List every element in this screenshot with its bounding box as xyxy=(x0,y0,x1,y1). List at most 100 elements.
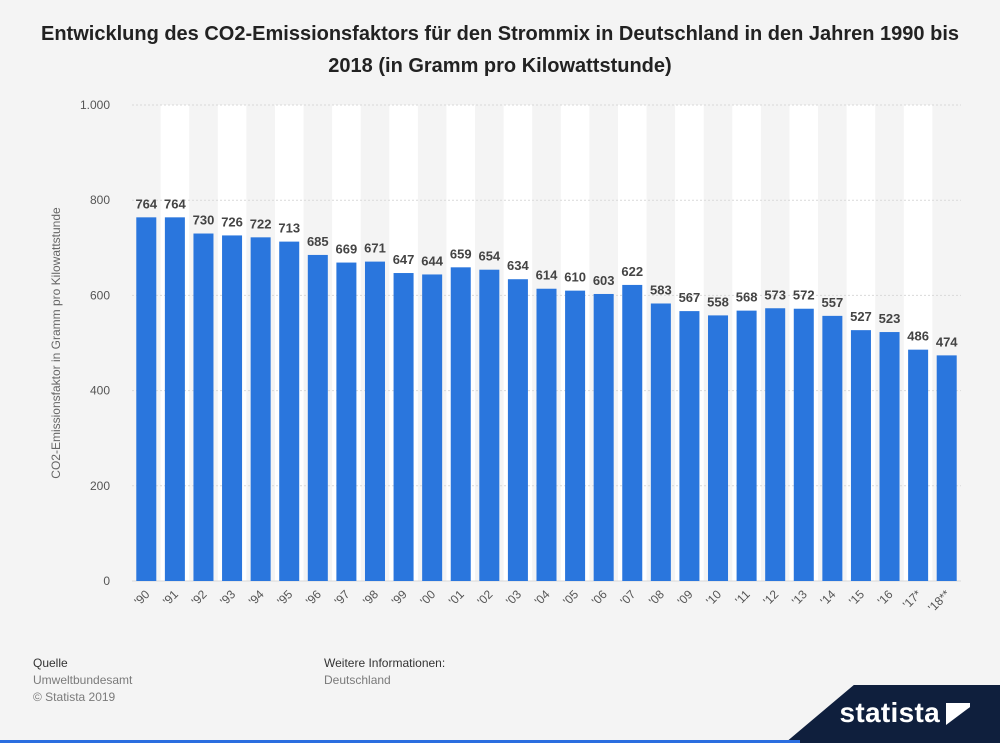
bar-value-label: 523 xyxy=(879,311,901,326)
x-tick-label: '09 xyxy=(675,587,696,608)
source-value: Umweltbundesamt xyxy=(33,673,133,687)
bar-value-label: 726 xyxy=(221,214,243,229)
bar-value-label: 486 xyxy=(907,329,929,344)
bar-value-label: 669 xyxy=(336,242,358,257)
bar xyxy=(622,284,643,581)
x-tick-label: '90 xyxy=(131,587,152,608)
bar xyxy=(736,310,757,581)
x-tick-label: '13 xyxy=(789,587,810,608)
x-tick-label: '95 xyxy=(274,587,295,608)
bar xyxy=(364,261,385,581)
y-tick-label: 1.000 xyxy=(80,98,110,112)
x-tick-label: '92 xyxy=(189,587,210,608)
bar xyxy=(765,308,786,581)
bar-value-label: 474 xyxy=(936,334,958,349)
bar xyxy=(164,217,185,581)
bar-value-label: 568 xyxy=(736,290,758,305)
bar xyxy=(250,237,271,581)
bar xyxy=(479,269,500,581)
x-tick-label: '14 xyxy=(818,587,839,608)
y-axis-title: CO2-Emissionsfaktor in Gramm pro Kilowat… xyxy=(49,207,63,479)
source-block: Quelle Umweltbundesamt © Statista 2019 xyxy=(33,655,132,706)
x-tick-label: '05 xyxy=(560,587,581,608)
bar-chart: 0 200 400 600 800 1.000 764 '90 764 '91 730 '92 726 '… xyxy=(49,98,961,615)
x-tick-label: '18** xyxy=(925,587,953,615)
x-tick-label: '17* xyxy=(900,587,924,611)
bar-value-label: 567 xyxy=(679,290,701,305)
x-tick-label: '91 xyxy=(160,587,181,608)
x-tick-label: '11 xyxy=(732,587,753,608)
info-block: Weitere Informationen: Deutschland xyxy=(324,655,445,689)
y-tick-label: 0 xyxy=(103,574,110,588)
x-tick-label: '07 xyxy=(617,587,638,608)
bar-value-label: 614 xyxy=(536,268,558,283)
bar xyxy=(708,315,729,581)
x-tick-label: '06 xyxy=(589,587,610,608)
bar xyxy=(307,254,328,581)
bar xyxy=(507,279,528,581)
x-tick-label: '01 xyxy=(446,587,467,608)
x-tick-label: '02 xyxy=(474,587,495,608)
x-tick-label: '94 xyxy=(246,587,267,608)
bar-value-label: 622 xyxy=(621,264,643,279)
x-tick-label: '03 xyxy=(503,587,524,608)
info-value: Deutschland xyxy=(324,673,391,687)
x-tick-label: '93 xyxy=(217,587,238,608)
copyright-text: © Statista 2019 xyxy=(33,690,116,704)
x-tick-label: '12 xyxy=(760,587,781,608)
bar-value-label: 573 xyxy=(764,287,786,302)
statista-logo-text[interactable]: statista xyxy=(839,697,940,728)
bar-value-label: 764 xyxy=(135,196,157,211)
info-label[interactable]: Weitere Informationen: xyxy=(324,656,446,670)
bar xyxy=(393,273,414,581)
bar xyxy=(422,274,443,581)
bar xyxy=(822,315,843,581)
bar-value-label: 654 xyxy=(478,249,500,264)
y-tick-label: 800 xyxy=(90,193,110,207)
x-tick-label: '08 xyxy=(646,587,667,608)
bar-value-label: 644 xyxy=(421,253,443,268)
chart-title: Entwicklung des CO2-Emissionsfaktors für… xyxy=(41,23,959,77)
bar xyxy=(279,241,300,581)
bar xyxy=(336,262,357,581)
bar xyxy=(136,217,157,581)
x-tick-label: '99 xyxy=(389,587,410,608)
bar xyxy=(679,311,700,581)
x-tick-label: '00 xyxy=(417,587,438,608)
bar-value-label: 572 xyxy=(793,288,815,303)
bar-value-label: 659 xyxy=(450,246,472,261)
bar xyxy=(793,308,814,581)
x-tick-label: '96 xyxy=(303,587,324,608)
bar-value-label: 558 xyxy=(707,294,729,309)
bar-value-label: 671 xyxy=(364,241,386,256)
x-tick-label: '10 xyxy=(703,587,724,608)
bar-value-label: 647 xyxy=(393,252,415,267)
y-tick-label: 400 xyxy=(90,384,110,398)
bar xyxy=(536,288,557,581)
bar-value-label: 764 xyxy=(164,196,186,211)
bar xyxy=(908,349,929,581)
bar-value-label: 634 xyxy=(507,258,529,273)
bar-value-label: 583 xyxy=(650,282,672,297)
bar-value-label: 603 xyxy=(593,273,615,288)
x-tick-label: '98 xyxy=(360,587,381,608)
bar xyxy=(850,330,871,581)
bar xyxy=(450,267,471,581)
statista-logo-icon xyxy=(946,703,970,725)
y-tick-label: 200 xyxy=(90,479,110,493)
bar-value-label: 713 xyxy=(278,221,300,236)
bar-value-label: 527 xyxy=(850,309,872,324)
bar xyxy=(565,290,586,581)
bar xyxy=(593,293,614,581)
bar xyxy=(193,233,214,581)
bar xyxy=(222,235,243,581)
y-tick-label: 600 xyxy=(90,288,110,302)
x-tick-label: '15 xyxy=(846,587,867,608)
x-tick-label: '04 xyxy=(532,587,553,608)
bar-value-label: 730 xyxy=(193,213,215,228)
source-label: Quelle xyxy=(33,656,68,670)
bar xyxy=(936,355,957,581)
bar xyxy=(879,332,900,581)
x-tick-label: '97 xyxy=(332,587,353,608)
bottom-accent-bar xyxy=(0,740,800,743)
